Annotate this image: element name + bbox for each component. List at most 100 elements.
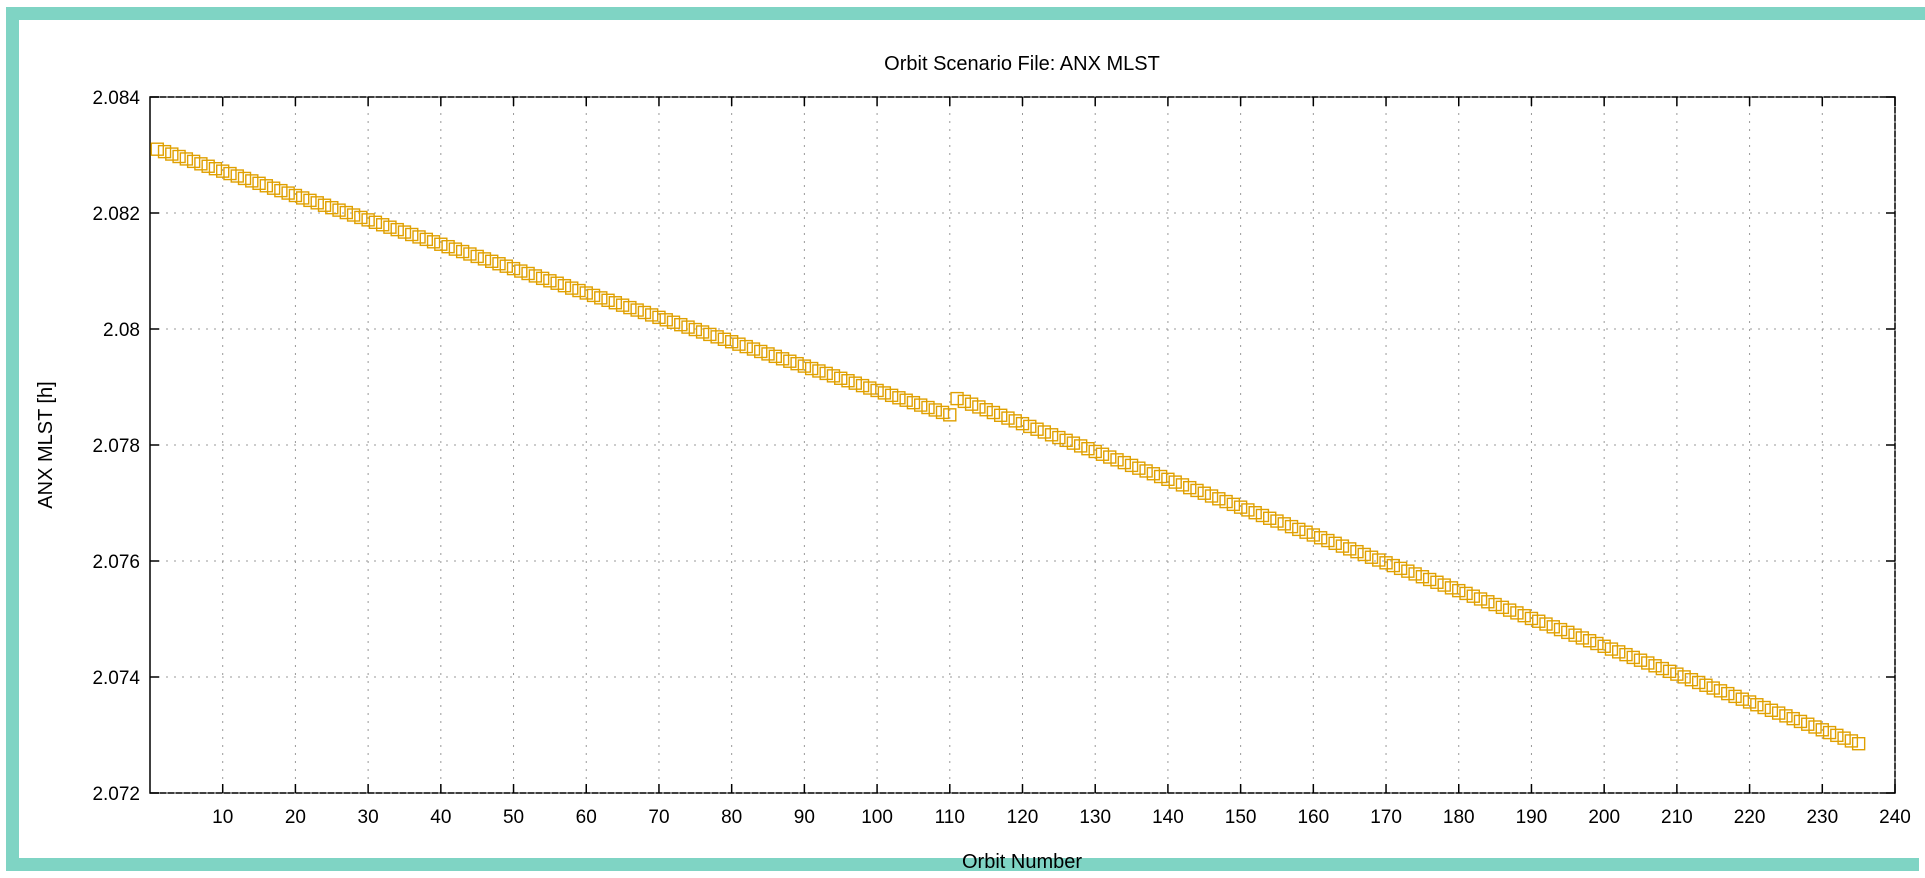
data-point	[732, 337, 746, 351]
data-point	[303, 193, 317, 208]
data-point	[717, 332, 732, 346]
data-point	[237, 171, 252, 186]
data-point	[906, 395, 921, 410]
data-point	[1313, 531, 1328, 545]
data-point	[1553, 622, 1568, 637]
data-point	[499, 259, 513, 273]
data-point	[1401, 564, 1415, 578]
data-point	[1481, 595, 1495, 609]
data-point	[1677, 670, 1691, 684]
data-point	[957, 394, 972, 409]
data-point	[783, 354, 797, 368]
data-point	[754, 344, 768, 359]
data-point	[1633, 653, 1648, 667]
data-point	[1851, 737, 1866, 751]
data-point	[1830, 728, 1844, 743]
data-point	[208, 161, 223, 176]
data-point	[1059, 433, 1073, 448]
x-tick-label: 30	[358, 807, 379, 828]
x-tick-label: 150	[1225, 807, 1257, 828]
data-point	[1771, 706, 1786, 720]
data-point	[1561, 625, 1575, 640]
data-point	[1757, 700, 1771, 715]
data-point	[877, 386, 892, 400]
data-point	[194, 157, 208, 171]
data-point	[514, 264, 528, 278]
data-point	[775, 352, 790, 366]
data-point	[819, 366, 833, 381]
data-point	[608, 296, 623, 310]
data-point	[688, 322, 703, 337]
data-point	[790, 356, 804, 371]
data-point	[1837, 731, 1851, 745]
data-point	[1364, 550, 1379, 564]
data-point	[884, 388, 899, 403]
data-point	[1641, 656, 1655, 670]
data-point	[1502, 603, 1517, 617]
data-point	[535, 271, 550, 286]
data-point	[1452, 583, 1466, 598]
data-point	[841, 374, 855, 388]
data-point	[1379, 556, 1393, 570]
data-point	[339, 205, 354, 220]
data-point	[768, 349, 782, 364]
data-point	[761, 347, 775, 361]
data-point	[863, 381, 877, 395]
data-point	[899, 393, 913, 407]
data-point	[557, 278, 572, 293]
x-tick-label: 40	[430, 807, 451, 828]
data-point	[1735, 692, 1750, 706]
data-point	[1604, 642, 1619, 656]
data-point	[1815, 723, 1829, 737]
data-point	[710, 330, 724, 344]
data-point	[1110, 453, 1124, 467]
data-point	[1670, 667, 1684, 681]
data-point	[586, 288, 601, 303]
data-point	[1408, 567, 1422, 581]
data-point	[746, 342, 761, 356]
data-point	[397, 225, 412, 239]
data-point	[1793, 714, 1808, 729]
data-point	[1844, 734, 1859, 748]
data-point	[1044, 428, 1059, 442]
y-tick-label: 2.08	[103, 320, 140, 341]
data-point	[834, 371, 848, 385]
y-tick-label: 2.078	[92, 436, 140, 457]
x-tick-label: 190	[1516, 807, 1548, 828]
data-point	[986, 405, 1001, 420]
x-tick-label: 90	[794, 807, 815, 828]
data-point	[455, 244, 470, 259]
x-tick-label: 60	[576, 807, 597, 828]
data-point	[1175, 478, 1190, 492]
data-point	[979, 403, 993, 417]
data-point	[681, 320, 695, 334]
data-point	[354, 210, 368, 225]
data-point	[870, 383, 884, 398]
data-point	[1197, 486, 1211, 500]
data-point	[1546, 620, 1560, 634]
data-point	[266, 181, 281, 195]
x-tick-label: 180	[1443, 807, 1475, 828]
data-point	[1691, 675, 1706, 690]
data-point	[1764, 703, 1779, 718]
data-point	[1132, 461, 1146, 475]
data-point	[1488, 597, 1502, 612]
data-point	[1168, 475, 1182, 489]
data-point	[1001, 411, 1015, 425]
data-point	[1306, 528, 1321, 542]
data-point	[724, 335, 739, 349]
data-point	[993, 408, 1008, 422]
data-point	[950, 391, 964, 406]
x-tick-label: 230	[1806, 807, 1838, 828]
data-point	[1030, 422, 1044, 436]
data-point	[1713, 684, 1728, 698]
data-point	[165, 147, 179, 161]
data-point	[1808, 720, 1822, 734]
data-point	[928, 403, 942, 417]
data-point	[1655, 661, 1670, 676]
data-point	[666, 315, 681, 329]
data-point	[601, 293, 615, 307]
data-point	[1052, 430, 1066, 445]
data-point	[172, 149, 186, 164]
data-point	[419, 232, 433, 247]
